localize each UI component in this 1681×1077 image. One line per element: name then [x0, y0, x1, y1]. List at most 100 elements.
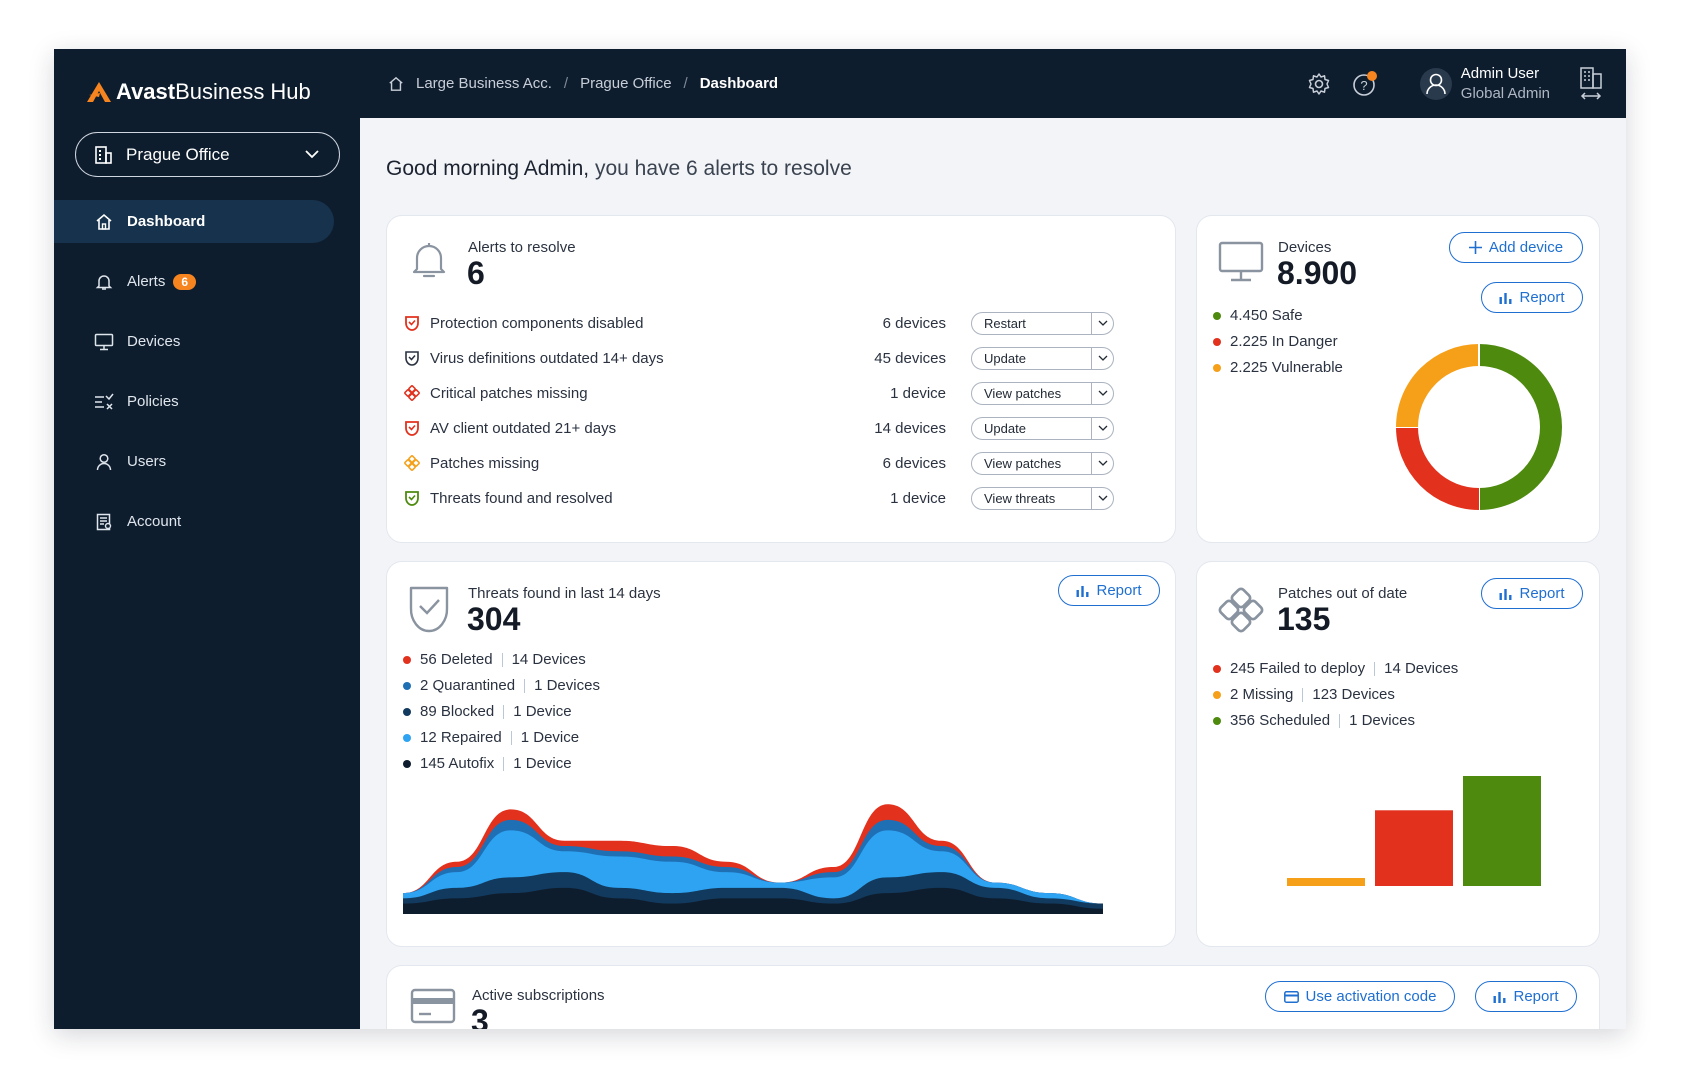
- alert-label: AV client outdated 21+ days: [430, 419, 617, 437]
- alert-device-count[interactable]: 1 device: [890, 489, 946, 507]
- app-window: Avast Business Hub Prague Office Dashboa…: [54, 49, 1626, 1029]
- legend-in-danger: 2.225 In Danger: [1213, 333, 1338, 350]
- bar-missing[interactable]: [1287, 878, 1365, 886]
- donut-slice-safe[interactable]: [1478, 344, 1562, 510]
- legend-blocked: 89 Blocked 1 Device: [403, 703, 572, 720]
- brand-hub: Hub: [270, 79, 311, 104]
- add-device-button[interactable]: Add device: [1449, 232, 1583, 263]
- threats-report-button[interactable]: Report: [1058, 575, 1160, 606]
- chevron-down-icon[interactable]: [1091, 346, 1113, 370]
- shield-alert-icon: [405, 421, 419, 436]
- bar-scheduled[interactable]: [1463, 776, 1541, 886]
- sidebar-item-alerts[interactable]: Alerts 6: [54, 260, 334, 303]
- legend-autofix: 145 Autofix 1 Device: [403, 755, 572, 772]
- view-patches-action-button[interactable]: View patches: [971, 451, 1114, 475]
- patch-icon: [1218, 587, 1264, 633]
- update-action-button[interactable]: Update: [971, 346, 1114, 370]
- help-icon[interactable]: ?: [1351, 70, 1379, 98]
- legend-dot: [1213, 690, 1221, 699]
- sidebar-item-dashboard[interactable]: Dashboard: [54, 200, 334, 243]
- alert-row: Critical patches missing 1 device View p…: [404, 380, 1114, 406]
- area-series-0[interactable]: [403, 887, 1103, 914]
- building-icon: [95, 145, 112, 164]
- chevron-down-icon[interactable]: [1091, 381, 1113, 405]
- threats-area-chart: [403, 804, 1103, 914]
- legend-dot: [1213, 664, 1221, 673]
- legend-quarantined: 2 Quarantined 1 Devices: [403, 677, 600, 694]
- legend-dot: [1213, 363, 1221, 372]
- donut-slice-vulnerable[interactable]: [1396, 344, 1480, 428]
- user-menu[interactable]: Admin User Global Admin: [1419, 64, 1550, 104]
- user-name: Admin User: [1460, 64, 1540, 82]
- shield-check-icon: [405, 491, 419, 506]
- switch-building-icon[interactable]: [1578, 66, 1604, 102]
- alert-label: Threats found and resolved: [430, 489, 613, 507]
- alert-label: Virus definitions outdated 14+ days: [430, 349, 664, 367]
- alert-label: Critical patches missing: [430, 384, 588, 402]
- threats-card: Threats found in last 14 days 304 Report…: [386, 561, 1176, 947]
- view-patches-action-button[interactable]: View patches: [971, 381, 1114, 405]
- sidebar-item-users[interactable]: Users: [54, 440, 334, 483]
- user-role: Global Admin: [1460, 84, 1550, 102]
- alert-row: AV client outdated 21+ days 14 devices U…: [404, 415, 1114, 441]
- devices-report-button[interactable]: Report: [1481, 282, 1583, 313]
- chevron-down-icon[interactable]: [1091, 311, 1113, 335]
- alerts-card: Alerts to resolve 6 Protection component…: [386, 215, 1176, 543]
- alert-row: Patches missing 6 devices View patches: [404, 450, 1114, 476]
- bar-failed-to-deploy[interactable]: [1375, 810, 1453, 886]
- devices-count: 8.900: [1277, 255, 1358, 291]
- alert-row: Threats found and resolved 1 device View…: [404, 485, 1114, 511]
- bar-chart-icon: [1076, 586, 1089, 597]
- breadcrumb-separator: /: [563, 75, 569, 92]
- alerts-count-badge: 6: [173, 273, 197, 290]
- donut-slice-in-danger[interactable]: [1396, 426, 1480, 510]
- patches-caption: Patches out of date: [1278, 585, 1408, 602]
- devices-caption: Devices: [1278, 239, 1332, 256]
- chevron-down-icon[interactable]: [1091, 416, 1113, 440]
- top-bar-actions: ? Admin User Global Admin: [1307, 49, 1626, 118]
- alert-row: Protection components disabled 6 devices…: [404, 310, 1114, 336]
- use-activation-code-button[interactable]: Use activation code: [1265, 981, 1455, 1012]
- brand-bold: Avast: [116, 79, 176, 104]
- legend-dot: [1213, 716, 1221, 725]
- chevron-down-icon[interactable]: [1091, 451, 1113, 475]
- bar-chart-icon: [1499, 589, 1512, 600]
- view-threats-action-button[interactable]: View threats: [971, 486, 1114, 510]
- page-greeting: Good morning Admin, you have 6 alerts to…: [386, 157, 852, 181]
- alert-device-count[interactable]: 45 devices: [874, 349, 946, 367]
- devices-card: Devices 8.900 Add device Report 4.450 Sa…: [1196, 215, 1600, 543]
- chevron-down-icon[interactable]: [1091, 486, 1113, 510]
- breadcrumb-item-account[interactable]: Large Business Acc.: [416, 75, 552, 92]
- sidebar-item-policies[interactable]: Policies: [54, 380, 334, 423]
- legend-dot: [403, 681, 411, 690]
- legend-dot: [403, 733, 411, 742]
- sidebar: Avast Business Hub Prague Office Dashboa…: [54, 49, 360, 1029]
- alert-device-count[interactable]: 6 devices: [882, 454, 946, 472]
- legend-safe: 4.450 Safe: [1213, 307, 1303, 324]
- sidebar-item-devices[interactable]: Devices: [54, 320, 334, 363]
- home-icon: [94, 212, 114, 232]
- devices-donut-chart: [1395, 343, 1562, 511]
- app-logo[interactable]: Avast Business Hub: [86, 79, 311, 105]
- restart-action-button[interactable]: Restart: [971, 311, 1114, 335]
- update-action-button[interactable]: Update: [971, 416, 1114, 440]
- home-icon[interactable]: [388, 76, 404, 92]
- sidebar-item-label: Devices: [127, 333, 181, 350]
- gear-icon[interactable]: [1307, 72, 1331, 96]
- breadcrumb: Large Business Acc. / Prague Office / Da…: [388, 75, 778, 92]
- chevron-down-icon: [305, 150, 319, 159]
- legend-deleted: 56 Deleted 14 Devices: [403, 651, 586, 668]
- alert-label: Protection components disabled: [430, 314, 644, 332]
- legend-missing: 2 Missing 123 Devices: [1213, 686, 1395, 703]
- subscriptions-report-button[interactable]: Report: [1475, 981, 1577, 1012]
- alert-device-count[interactable]: 6 devices: [882, 314, 946, 332]
- legend-failed: 245 Failed to deploy 14 Devices: [1213, 660, 1458, 677]
- greeting-strong: Good morning Admin,: [386, 157, 590, 180]
- patches-report-button[interactable]: Report: [1481, 578, 1583, 609]
- breadcrumb-item-office[interactable]: Prague Office: [580, 75, 672, 92]
- office-selector[interactable]: Prague Office: [75, 132, 340, 177]
- bar-chart-icon: [1499, 293, 1512, 304]
- alert-device-count[interactable]: 1 device: [890, 384, 946, 402]
- alert-device-count[interactable]: 14 devices: [874, 419, 946, 437]
- sidebar-item-account[interactable]: Account: [54, 500, 334, 543]
